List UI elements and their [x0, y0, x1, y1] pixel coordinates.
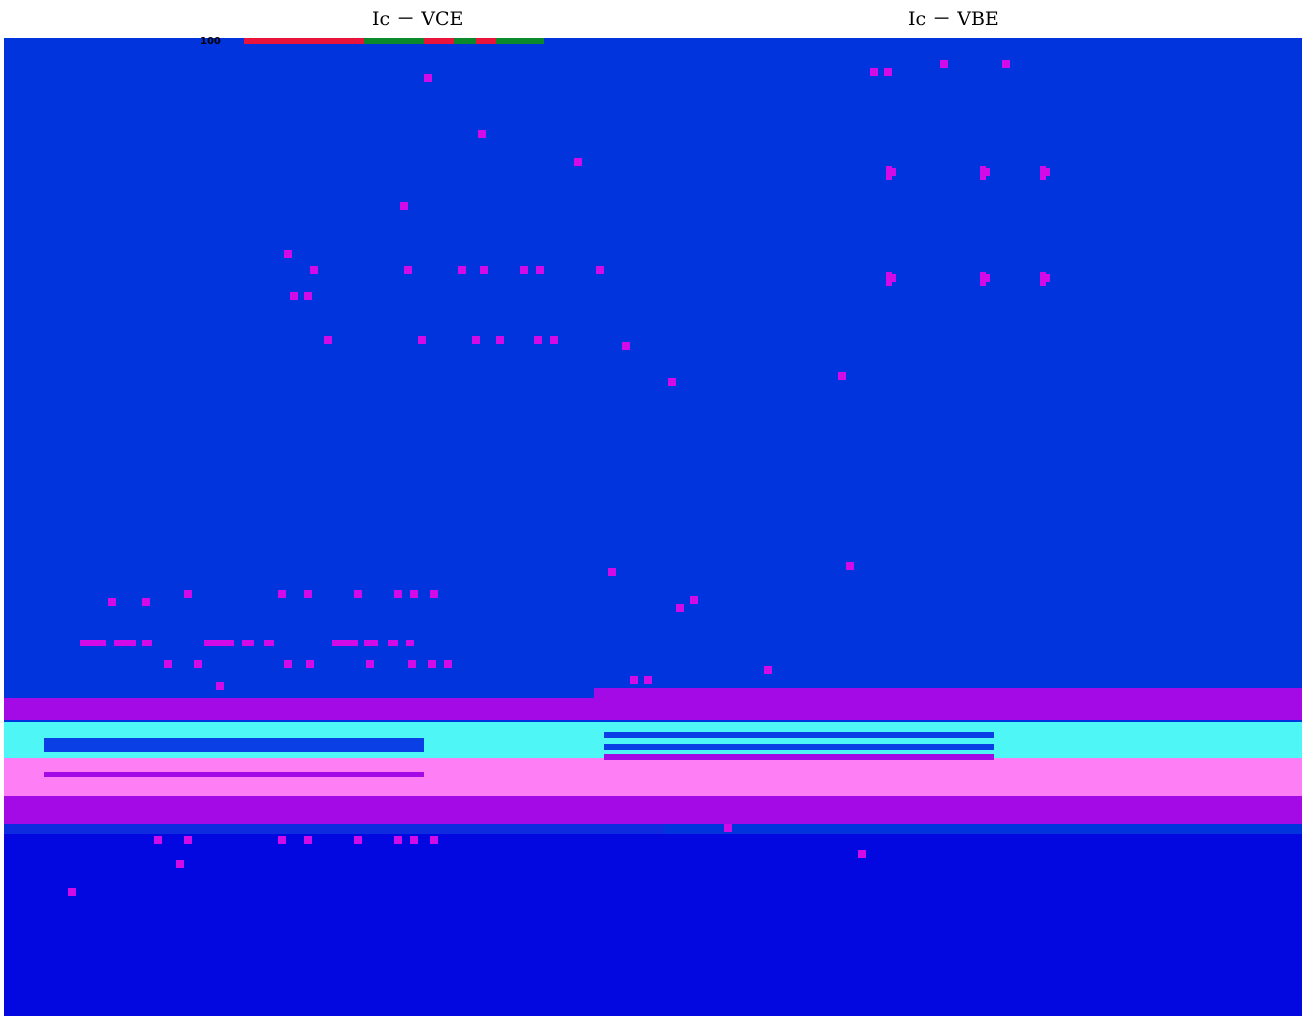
glitch-mark: [154, 836, 162, 844]
glitch-stripe: [44, 772, 424, 777]
glitch-mark: [306, 660, 314, 668]
plot-area: [4, 38, 1302, 1016]
glitch-mark: [400, 202, 408, 210]
corrupted-plot-canvas: [4, 38, 1302, 1016]
glitch-mark: [284, 250, 292, 258]
glitch-mark: [644, 676, 652, 684]
glitch-mark: [410, 836, 418, 844]
glitch-mark: [478, 130, 486, 138]
glitch-mark: [394, 590, 402, 598]
glitch-mark: [68, 888, 76, 896]
glitch-mark: [394, 836, 402, 844]
glitch-mark: [278, 590, 286, 598]
chart-title-ic-vce: Ic － VCE: [372, 8, 464, 30]
glitch-mark: [324, 336, 332, 344]
glitch-vertical-mark: [980, 166, 986, 180]
chart-title-ic-vbe: Ic － VBE: [908, 8, 999, 30]
glitch-mark: [366, 660, 374, 668]
glitch-dash: [142, 640, 152, 646]
glitch-stripe: [604, 744, 994, 750]
glitch-mark: [838, 372, 846, 380]
glitch-mark: [164, 660, 172, 668]
glitch-vertical-mark: [980, 272, 986, 286]
glitch-dash: [332, 640, 358, 646]
glitch-mark: [408, 660, 416, 668]
glitch-mark: [846, 562, 854, 570]
glitch-mark: [284, 660, 292, 668]
glitch-red-fragment: [424, 38, 454, 44]
glitch-mark: [184, 836, 192, 844]
glitch-mark: [676, 604, 684, 612]
glitch-mark: [310, 266, 318, 274]
glitch-vertical-mark: [1040, 272, 1046, 286]
glitch-mark: [216, 682, 224, 690]
glitch-mark: [430, 590, 438, 598]
glitch-band-purple-lower: [4, 796, 1302, 824]
glitch-mark: [550, 336, 558, 344]
glitch-mark: [520, 266, 528, 274]
glitch-mark: [724, 824, 732, 832]
glitch-mark: [304, 836, 312, 844]
glitch-mark: [354, 836, 362, 844]
glitch-mark: [884, 68, 892, 76]
glitch-red-fragment: [476, 38, 496, 44]
glitch-mark: [574, 158, 582, 166]
glitch-mark: [418, 336, 426, 344]
glitch-band-blue: [4, 824, 664, 836]
glitch-mark: [608, 568, 616, 576]
glitch-mark: [496, 336, 504, 344]
glitch-dash: [204, 640, 234, 646]
glitch-mark: [630, 676, 638, 684]
y-tick-label-top: 100: [200, 36, 221, 47]
glitch-mark: [184, 590, 192, 598]
glitch-red-strip: [244, 38, 364, 44]
glitch-mark: [536, 266, 544, 274]
glitch-mark: [354, 590, 362, 598]
glitch-mark: [480, 266, 488, 274]
glitch-mark: [940, 60, 948, 68]
glitch-mark: [304, 590, 312, 598]
glitch-mark: [410, 590, 418, 598]
glitch-dash: [406, 640, 414, 646]
glitch-mark: [870, 68, 878, 76]
glitch-mark: [858, 850, 866, 858]
glitch-bottom-navy: [4, 834, 1302, 1016]
glitch-dash: [264, 640, 274, 646]
glitch-stripe: [604, 754, 994, 760]
glitch-mark: [142, 598, 150, 606]
glitch-vertical-mark: [886, 166, 892, 180]
glitch-mark: [458, 266, 466, 274]
glitch-mark: [108, 598, 116, 606]
glitch-mark: [690, 596, 698, 604]
glitch-stripe: [604, 732, 994, 738]
glitch-mark: [534, 336, 542, 344]
glitch-dash: [80, 640, 106, 646]
glitch-dash: [242, 640, 254, 646]
glitch-dash: [388, 640, 398, 646]
glitch-mark: [764, 666, 772, 674]
glitch-mark: [290, 292, 298, 300]
glitch-stripe: [44, 738, 424, 752]
glitch-mark: [444, 660, 452, 668]
glitch-mark: [176, 860, 184, 868]
glitch-band-purple-right: [594, 688, 1302, 716]
glitch-mark: [430, 836, 438, 844]
glitch-mark: [404, 266, 412, 274]
glitch-vertical-mark: [886, 272, 892, 286]
glitch-vertical-mark: [1040, 166, 1046, 180]
glitch-mark: [304, 292, 312, 300]
glitch-mark: [428, 660, 436, 668]
glitch-mark: [194, 660, 202, 668]
glitch-mark: [596, 266, 604, 274]
glitch-mark: [424, 74, 432, 82]
glitch-mark: [278, 836, 286, 844]
glitch-mark: [622, 342, 630, 350]
glitch-mark: [472, 336, 480, 344]
glitch-dash: [364, 640, 378, 646]
glitch-dash: [114, 640, 136, 646]
glitch-mark: [668, 378, 676, 386]
glitch-mark: [1002, 60, 1010, 68]
